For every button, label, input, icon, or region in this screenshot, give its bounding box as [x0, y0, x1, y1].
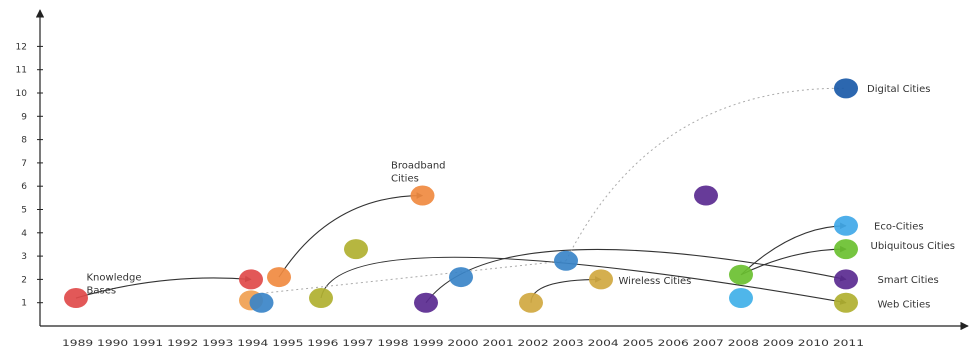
annotation-label: Wireless Cities	[619, 276, 692, 287]
data-point	[589, 269, 613, 290]
y-tick-label: 5	[21, 206, 27, 216]
y-tick-label: 9	[21, 112, 27, 122]
data-point	[519, 292, 543, 313]
annotation-label: Bases	[87, 285, 117, 296]
y-tick-label: 11	[16, 66, 27, 76]
y-tick-label: 1	[21, 299, 27, 309]
annotation-label: Smart Cities	[878, 275, 939, 286]
annotation-label: Eco-Cities	[874, 221, 924, 232]
link-curve	[75, 275, 252, 299]
link-curve	[740, 245, 847, 276]
data-point	[729, 288, 753, 309]
dotted-link	[261, 260, 567, 294]
points-layer	[64, 78, 858, 313]
annotation-label: Knowledge	[87, 273, 142, 284]
y-tick-label: 8	[21, 136, 27, 146]
annotation-label: Digital Cities	[867, 84, 930, 95]
y-tick-label: 10	[16, 89, 28, 99]
y-tick-label: 12	[16, 42, 27, 52]
data-point	[64, 288, 88, 309]
data-point	[414, 292, 438, 313]
data-point	[834, 292, 858, 313]
data-point	[834, 78, 858, 99]
y-tick-label: 2	[21, 275, 27, 285]
data-point	[834, 215, 858, 236]
annotation-label: Broadband	[391, 161, 446, 172]
y-tick-label: 4	[21, 229, 27, 239]
y-tick-label: 6	[21, 182, 27, 192]
y-tick-label: 7	[21, 159, 27, 169]
link-curve	[278, 192, 424, 278]
data-point	[410, 185, 435, 206]
data-point	[834, 239, 858, 260]
data-point	[249, 292, 274, 313]
data-point	[239, 269, 263, 290]
data-point	[729, 264, 753, 285]
y-tick-label: 3	[21, 252, 27, 262]
link-curve	[320, 256, 847, 305]
data-point	[267, 267, 291, 288]
data-point	[344, 239, 368, 260]
data-point	[449, 267, 473, 288]
data-point	[694, 185, 718, 206]
data-point	[834, 269, 858, 290]
data-point	[554, 250, 578, 271]
x-tick-labels: 1989 1990 1991 1992 1993 1994 1995 1996 …	[62, 339, 864, 349]
dotted-link	[565, 87, 847, 261]
annotation-label: Ubiquitous Cities	[871, 241, 956, 252]
annotation-label: Cities	[391, 174, 419, 185]
data-point	[309, 288, 333, 309]
annotation-label: Web Cities	[878, 299, 931, 310]
